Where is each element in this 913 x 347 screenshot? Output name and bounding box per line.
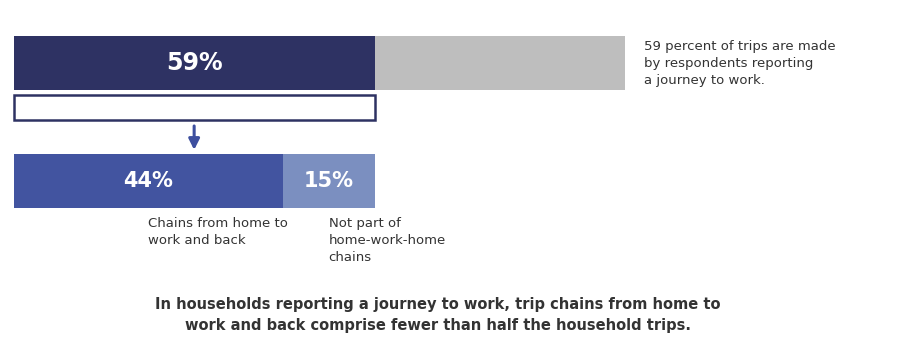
- Bar: [14, 95, 374, 120]
- Text: 59 percent of trips are made
by respondents reporting
a journey to work.: 59 percent of trips are made by responde…: [644, 40, 835, 87]
- Bar: [14, 154, 283, 208]
- Bar: [374, 36, 625, 90]
- Text: Chains from home to
work and back: Chains from home to work and back: [148, 217, 289, 247]
- Text: 44%: 44%: [123, 171, 173, 191]
- Text: In households reporting a journey to work, trip chains from home to
work and bac: In households reporting a journey to wor…: [155, 297, 721, 333]
- Text: Not part of
home-work-home
chains: Not part of home-work-home chains: [329, 217, 446, 264]
- Text: 59%: 59%: [166, 51, 223, 75]
- Text: 15%: 15%: [304, 171, 353, 191]
- Bar: [14, 36, 374, 90]
- Bar: [283, 154, 374, 208]
